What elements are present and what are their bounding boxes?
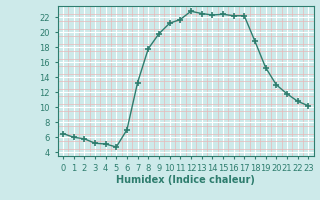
- X-axis label: Humidex (Indice chaleur): Humidex (Indice chaleur): [116, 175, 255, 185]
